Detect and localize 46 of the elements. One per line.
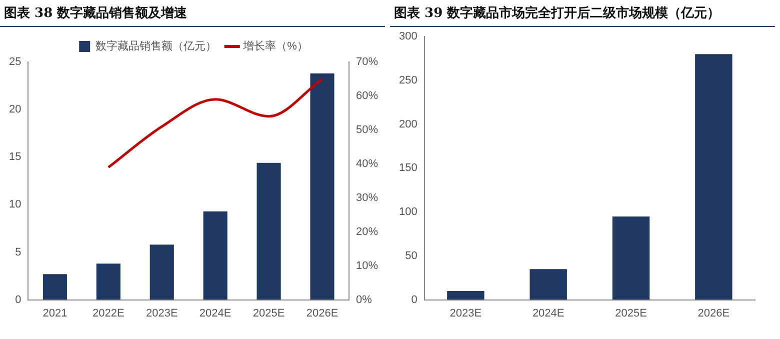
y2-tick-label: 0% bbox=[356, 294, 372, 306]
y-tick-label: 5 bbox=[15, 246, 22, 258]
y2-tick-label: 20% bbox=[356, 226, 378, 238]
x-tick-label: 2024E bbox=[199, 307, 232, 320]
y-tick-label: 300 bbox=[398, 30, 418, 43]
chart-title: 图表 39 数字藏品市场完全打开后二级市场规模（亿元） bbox=[390, 0, 775, 27]
y2-tick-label: 30% bbox=[356, 192, 378, 204]
bar bbox=[150, 244, 174, 300]
bar bbox=[695, 54, 732, 300]
y-tick-label: 10 bbox=[8, 198, 22, 211]
bar bbox=[42, 274, 67, 300]
y-tick-label: 15 bbox=[8, 151, 22, 164]
y2-tick-label: 60% bbox=[356, 90, 378, 102]
line-series bbox=[107, 78, 324, 169]
y-tick-label: 25 bbox=[8, 56, 22, 68]
y2-tick-label: 70% bbox=[356, 56, 378, 68]
bar bbox=[256, 162, 281, 300]
x-tick-label: 2025E bbox=[252, 307, 285, 320]
y-tick-label: 20 bbox=[8, 104, 22, 116]
y2-tick-label: 50% bbox=[356, 124, 378, 136]
bar bbox=[612, 216, 650, 300]
x-tick-label: 2026E bbox=[306, 307, 338, 320]
y-tick-label: 250 bbox=[398, 74, 418, 86]
bar bbox=[310, 73, 334, 300]
y-tick-label: 50 bbox=[405, 250, 418, 262]
x-tick-label: 2023E bbox=[450, 307, 482, 320]
y-tick-label: 0 bbox=[411, 294, 418, 306]
y-tick-label: 0 bbox=[15, 294, 22, 306]
x-tick-label: 2022E bbox=[92, 307, 124, 320]
x-tick-label: 2023E bbox=[146, 307, 178, 320]
x-tick-label: 2025E bbox=[615, 307, 647, 320]
x-tick-label: 2026E bbox=[698, 307, 730, 320]
legend-label: 数字藏品销售额（亿元） bbox=[96, 40, 217, 53]
y-tick-label: 100 bbox=[398, 206, 418, 218]
x-tick-label: 2024E bbox=[532, 307, 564, 320]
bar bbox=[96, 264, 120, 300]
bar bbox=[447, 291, 484, 300]
y-tick-label: 200 bbox=[398, 118, 418, 130]
y2-tick-label: 40% bbox=[356, 158, 378, 170]
bar bbox=[530, 269, 567, 300]
y2-tick-label: 10% bbox=[356, 260, 378, 272]
y-tick-label: 150 bbox=[398, 162, 418, 174]
bar bbox=[203, 211, 228, 300]
chart-title: 图表 38 数字藏品销售额及增速 bbox=[0, 0, 385, 27]
legend-label: 增长率（%） bbox=[242, 40, 308, 53]
x-tick-label: 2021 bbox=[42, 307, 68, 320]
